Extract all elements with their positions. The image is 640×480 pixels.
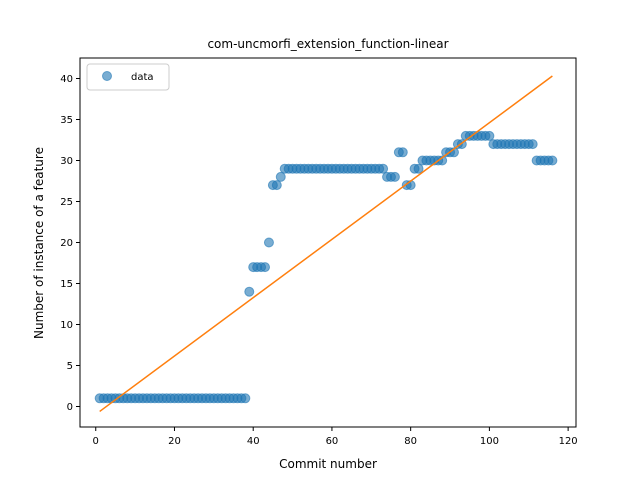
- y-tick-label: 5: [67, 361, 73, 372]
- legend-box: [86, 63, 170, 91]
- fit-line: [99, 75, 553, 413]
- data-point: [397, 147, 408, 158]
- data-point: [547, 155, 558, 166]
- data-point: [271, 180, 282, 191]
- data-point: [275, 171, 286, 182]
- legend-marker-data: [102, 71, 112, 81]
- data-point: [413, 163, 424, 174]
- data-point: [527, 139, 538, 150]
- axes-frame: [79, 57, 577, 428]
- y-tick-label: 15: [60, 279, 73, 290]
- y-tick-label: 35: [60, 115, 73, 126]
- data-point: [378, 163, 389, 174]
- data-point: [244, 286, 255, 297]
- data-point: [389, 171, 400, 182]
- x-tick-label: 80: [404, 436, 417, 447]
- x-tick-label: 60: [326, 436, 339, 447]
- y-tick-label: 0: [67, 402, 73, 413]
- y-tick-label: 20: [60, 238, 73, 249]
- data-point: [260, 262, 271, 273]
- y-tick-label: 30: [60, 156, 73, 167]
- y-axis-label: Number of instance of a feature: [32, 147, 46, 339]
- x-tick-label: 20: [168, 436, 181, 447]
- y-tick-label: 40: [60, 74, 73, 85]
- data-point: [263, 237, 274, 248]
- x-tick-label: 40: [247, 436, 260, 447]
- data-point: [484, 130, 495, 141]
- chart-title: com-uncmorfi_extension_function-linear: [207, 37, 448, 51]
- x-axis-label: Commit number: [279, 457, 377, 471]
- data-point: [240, 393, 251, 404]
- y-axis: 0 5 10 15 20 25 30 35 40: [60, 74, 80, 413]
- x-tick-label: 100: [480, 436, 499, 447]
- x-tick-label: 120: [559, 436, 578, 447]
- y-tick-label: 25: [60, 197, 73, 208]
- series-layer: [94, 75, 558, 413]
- legend: data: [86, 63, 170, 91]
- legend-label-data: data: [131, 72, 154, 83]
- y-tick-label: 10: [60, 320, 73, 331]
- x-axis: 0 20 40 60 80 100 120: [93, 427, 578, 447]
- x-tick-label: 0: [93, 436, 99, 447]
